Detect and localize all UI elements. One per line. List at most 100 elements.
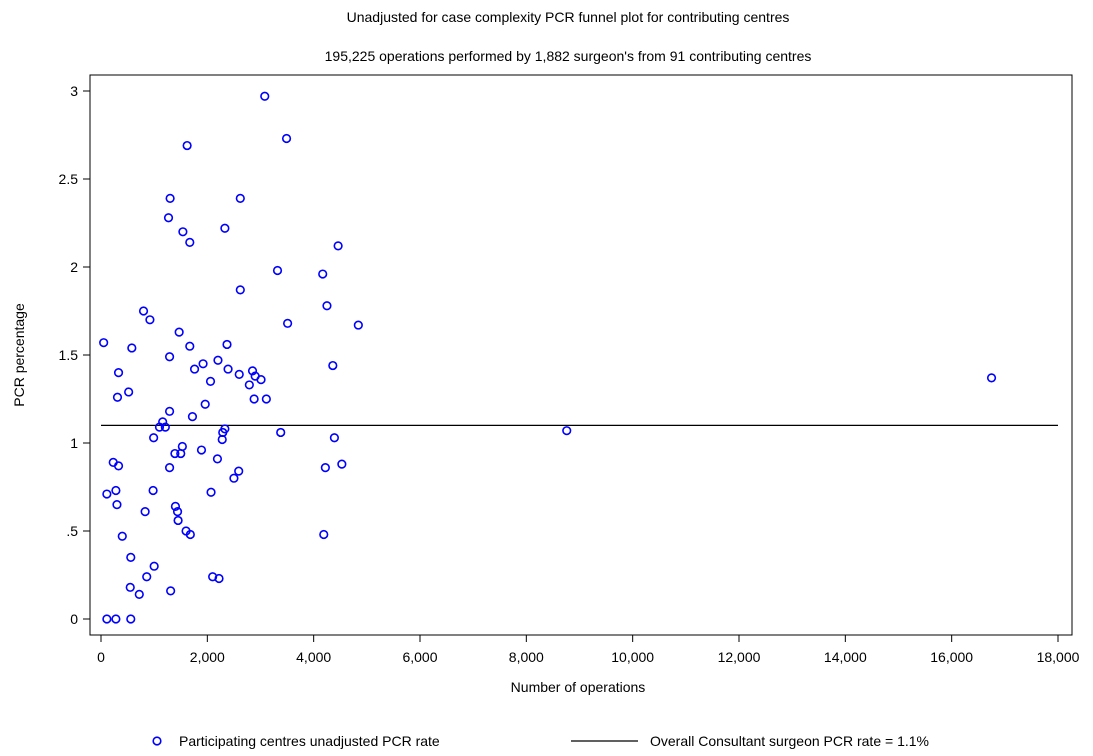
data-point <box>125 582 135 592</box>
data-point <box>189 364 200 374</box>
data-point <box>328 360 338 371</box>
data-point <box>112 500 122 510</box>
data-point <box>234 369 244 379</box>
data-point <box>145 315 155 325</box>
data-point <box>163 213 174 223</box>
data-point <box>148 485 158 496</box>
data-point <box>213 355 223 365</box>
data-point <box>256 375 266 385</box>
data-point <box>223 364 233 374</box>
x-tick-label: 18,000 <box>1037 649 1080 665</box>
data-point <box>319 529 329 540</box>
data-point <box>212 454 223 464</box>
data-point <box>164 463 175 473</box>
data-point <box>206 487 216 497</box>
data-point <box>142 572 152 582</box>
data-point <box>229 473 239 483</box>
data-point <box>214 573 224 584</box>
data-point <box>113 368 124 378</box>
data-point <box>138 306 149 316</box>
chart-subtitle: 195,225 operations performed by 1,882 su… <box>325 48 812 64</box>
data-point <box>247 366 258 376</box>
data-point <box>261 394 271 404</box>
x-tick-label: 2,000 <box>190 649 225 665</box>
data-point <box>986 373 997 383</box>
data-point <box>102 614 112 624</box>
data-point <box>172 507 183 517</box>
y-tick-label: 3 <box>70 83 78 99</box>
data-point <box>329 433 340 443</box>
data-point <box>160 422 170 432</box>
data-point <box>196 445 207 455</box>
y-tick-label: .5 <box>66 523 78 539</box>
data-point <box>111 614 121 624</box>
data-point <box>337 459 347 469</box>
data-point <box>185 341 195 351</box>
data-point <box>235 285 245 295</box>
x-tick-label: 0 <box>97 649 105 665</box>
data-point <box>320 463 330 473</box>
data-point <box>249 394 259 404</box>
data-point <box>281 133 292 144</box>
data-point <box>174 327 184 337</box>
data-point <box>140 507 150 517</box>
data-point <box>173 515 183 526</box>
data-point <box>208 572 218 582</box>
data-point <box>178 227 188 237</box>
x-tick-label: 12,000 <box>718 649 761 665</box>
data-point <box>222 339 232 350</box>
x-tick-label: 4,000 <box>296 649 331 665</box>
legend-label-line: Overall Consultant surgeon PCR rate = 1.… <box>650 733 929 749</box>
data-point <box>176 448 186 459</box>
data-point <box>154 422 165 432</box>
data-point <box>117 531 127 541</box>
data-point <box>127 343 137 353</box>
data-point <box>149 561 159 571</box>
data-point <box>134 589 144 599</box>
data-point <box>124 387 134 397</box>
data-point <box>113 461 124 471</box>
data-point <box>260 91 270 101</box>
x-tick-label: 10,000 <box>611 649 654 665</box>
x-axis-ticks: 0 2,000 4,000 6,000 8,000 10,000 12,000 14,000 1… <box>97 635 1080 665</box>
data-point <box>166 586 176 596</box>
plot-area <box>89 74 1073 636</box>
data-point <box>562 426 572 436</box>
data-point <box>220 223 230 233</box>
scatter-points <box>99 91 997 624</box>
data-point <box>276 427 286 438</box>
data-point <box>217 434 227 445</box>
legend-label-points: Participating centres unadjusted PCR rat… <box>179 733 440 749</box>
data-point <box>185 237 195 247</box>
data-point <box>170 501 181 511</box>
data-point <box>333 241 343 251</box>
data-point <box>126 552 136 563</box>
x-tick-label: 16,000 <box>930 649 973 665</box>
data-point <box>170 448 180 459</box>
y-tick-label: 2.5 <box>59 171 79 187</box>
y-tick-label: 1 <box>70 435 78 451</box>
y-axis-ticks: 0 .5 1 1.5 2 2.5 3 <box>59 83 90 627</box>
data-point <box>283 318 293 328</box>
data-point <box>185 529 195 540</box>
data-point <box>102 489 112 499</box>
data-point <box>235 193 245 203</box>
data-point <box>272 265 283 276</box>
data-point <box>353 320 363 330</box>
data-point <box>200 399 210 409</box>
data-point <box>198 359 208 369</box>
data-point <box>164 352 175 362</box>
data-point <box>318 269 328 279</box>
legend-marker-points <box>152 736 162 746</box>
data-point <box>99 338 109 348</box>
data-point <box>187 412 198 422</box>
y-axis-label: PCR percentage <box>11 303 27 407</box>
data-point <box>205 376 216 387</box>
y-tick-label: 1.5 <box>59 347 79 363</box>
x-axis-label: Number of operations <box>511 679 646 695</box>
data-point <box>182 140 192 151</box>
data-point <box>112 392 123 402</box>
data-point <box>164 406 175 416</box>
data-point <box>322 301 332 311</box>
